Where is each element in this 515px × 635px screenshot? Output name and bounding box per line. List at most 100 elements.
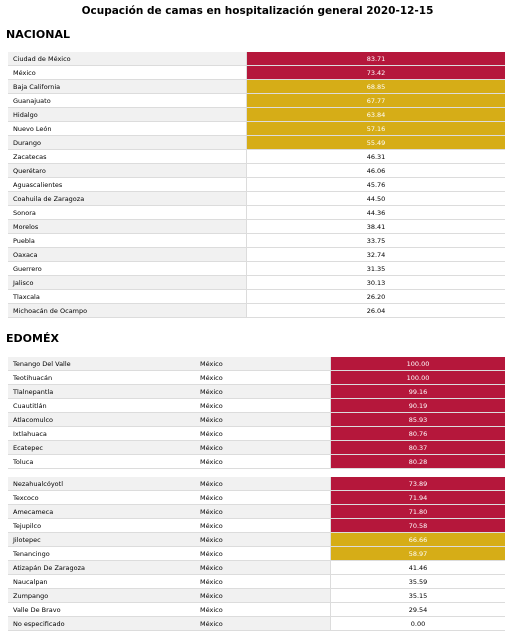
occupancy-value: 46.06 (246, 164, 505, 177)
table-row: Morelos 38.41 (8, 220, 505, 234)
state-name: Jalisco (8, 276, 246, 289)
state-name: México (200, 402, 223, 410)
occupancy-value: 100.00 (330, 357, 505, 370)
occupancy-value: 0.00 (330, 617, 505, 630)
occupancy-value: 55.49 (246, 136, 505, 149)
occupancy-value: 41.46 (330, 561, 505, 574)
municipality-name: Texcoco (13, 494, 39, 502)
table-row: Teotihuacán México 100.00 (8, 371, 505, 385)
municipality-name: Amecameca (8, 505, 195, 518)
table-row: Toluca México 80.28 (8, 455, 505, 469)
municipality-name: Tenancingo (13, 550, 50, 558)
municipality-name: Atizapán De Zaragoza (8, 561, 195, 574)
state-name: México (195, 589, 330, 602)
occupancy-value: 83.71 (246, 52, 505, 65)
occupancy-value: 30.13 (246, 276, 505, 289)
section-heading: NACIONAL (6, 28, 70, 41)
occupancy-value: 73.42 (246, 66, 505, 79)
state-name: Aguascalientes (13, 181, 63, 189)
state-name: México (200, 550, 223, 558)
national-table: Ciudad de México 83.71 México 73.42 Baja Cal… (8, 52, 505, 318)
table-row: Nuevo León 57.16 (8, 122, 505, 136)
edomex-table: Nezahualcóyotl México 73.89 Texcoco México 71… (8, 477, 505, 631)
table-row: Ixtlahuaca México 80.76 (8, 427, 505, 441)
state-name: México (195, 441, 330, 454)
occupancy-value: 44.36 (246, 206, 505, 219)
occupancy-value: 99.16 (330, 385, 505, 398)
municipality-name: Nezahualcóyotl (8, 477, 195, 490)
table-row: No especificado México 0.00 (8, 617, 505, 631)
municipality-name: Tejupilco (13, 522, 42, 530)
state-name: Guanajuato (13, 97, 51, 105)
table-row: Querétaro 46.06 (8, 164, 505, 178)
table-row: Zacatecas 46.31 (8, 150, 505, 164)
municipality-name: Zumpango (8, 589, 195, 602)
table-row: Valle De Bravo México 29.54 (8, 603, 505, 617)
occupancy-value: 80.37 (330, 441, 505, 454)
municipality-name: Ixtlahuaca (13, 430, 47, 438)
table-row: Atlacomulco México 85.93 (8, 413, 505, 427)
state-name: México (195, 385, 330, 398)
table-row: Guerrero 31.35 (8, 262, 505, 276)
state-name: Michoacán de Ocampo (8, 304, 246, 317)
table-row: Aguascalientes 45.76 (8, 178, 505, 192)
state-name: México (200, 430, 223, 438)
municipality-name: Tlalnepantla (8, 385, 195, 398)
state-name: Baja California (8, 80, 246, 93)
occupancy-value: 44.50 (246, 192, 505, 205)
table-row: Durango 55.49 (8, 136, 505, 150)
table-row: Naucalpan México 35.59 (8, 575, 505, 589)
occupancy-value: 58.97 (330, 547, 505, 560)
municipality-name: Tenango Del Valle (8, 357, 195, 370)
state-name: Querétaro (8, 164, 246, 177)
occupancy-value: 90.19 (330, 399, 505, 412)
state-name: Hidalgo (8, 108, 246, 121)
municipality-name: Atlacomulco (8, 413, 195, 426)
occupancy-value: 57.16 (246, 122, 505, 135)
state-name: Puebla (13, 237, 35, 245)
table-row: Tenancingo México 58.97 (8, 547, 505, 561)
state-name: Nuevo León (13, 125, 52, 133)
table-row: Puebla 33.75 (8, 234, 505, 248)
state-name: Morelos (8, 220, 246, 233)
occupancy-value: 73.89 (330, 477, 505, 490)
occupancy-value: 33.75 (246, 234, 505, 247)
table-row: México 73.42 (8, 66, 505, 80)
state-name: Guerrero (13, 265, 42, 273)
table-row: Hidalgo 63.84 (8, 108, 505, 122)
table-row: Tlalnepantla México 99.16 (8, 385, 505, 399)
occupancy-value: 38.41 (246, 220, 505, 233)
state-name: Coahuila de Zaragoza (8, 192, 246, 205)
table-row: Tlaxcala 26.20 (8, 290, 505, 304)
state-name: México (200, 458, 223, 466)
table-row: Guanajuato 67.77 (8, 94, 505, 108)
municipality-name: Teotihuacán (13, 374, 53, 382)
occupancy-value: 31.35 (246, 262, 505, 275)
occupancy-value: 71.80 (330, 505, 505, 518)
occupancy-value: 66.66 (330, 533, 505, 546)
occupancy-value: 67.77 (246, 94, 505, 107)
table-row: Nezahualcóyotl México 73.89 (8, 477, 505, 491)
table-row: Sonora 44.36 (8, 206, 505, 220)
municipality-name: Valle De Bravo (13, 606, 61, 614)
occupancy-value: 35.59 (330, 575, 505, 588)
table-row: Tejupilco México 70.58 (8, 519, 505, 533)
state-name: Tlaxcala (13, 293, 40, 301)
occupancy-value: 35.15 (330, 589, 505, 602)
state-name: México (200, 374, 223, 382)
state-name: México (195, 617, 330, 630)
table-row: Tenango Del Valle México 100.00 (8, 357, 505, 371)
table-row: Jalisco 30.13 (8, 276, 505, 290)
table-row: Michoacán de Ocampo 26.04 (8, 304, 505, 318)
occupancy-value: 80.76 (330, 427, 505, 440)
occupancy-value: 26.04 (246, 304, 505, 317)
table-row: Ciudad de México 83.71 (8, 52, 505, 66)
state-name: México (195, 357, 330, 370)
municipality-name: No especificado (8, 617, 195, 630)
table-row: Oaxaca 32.74 (8, 248, 505, 262)
state-name: México (195, 505, 330, 518)
table-row: Ecatepec México 80.37 (8, 441, 505, 455)
state-name: México (195, 533, 330, 546)
state-name: México (195, 413, 330, 426)
